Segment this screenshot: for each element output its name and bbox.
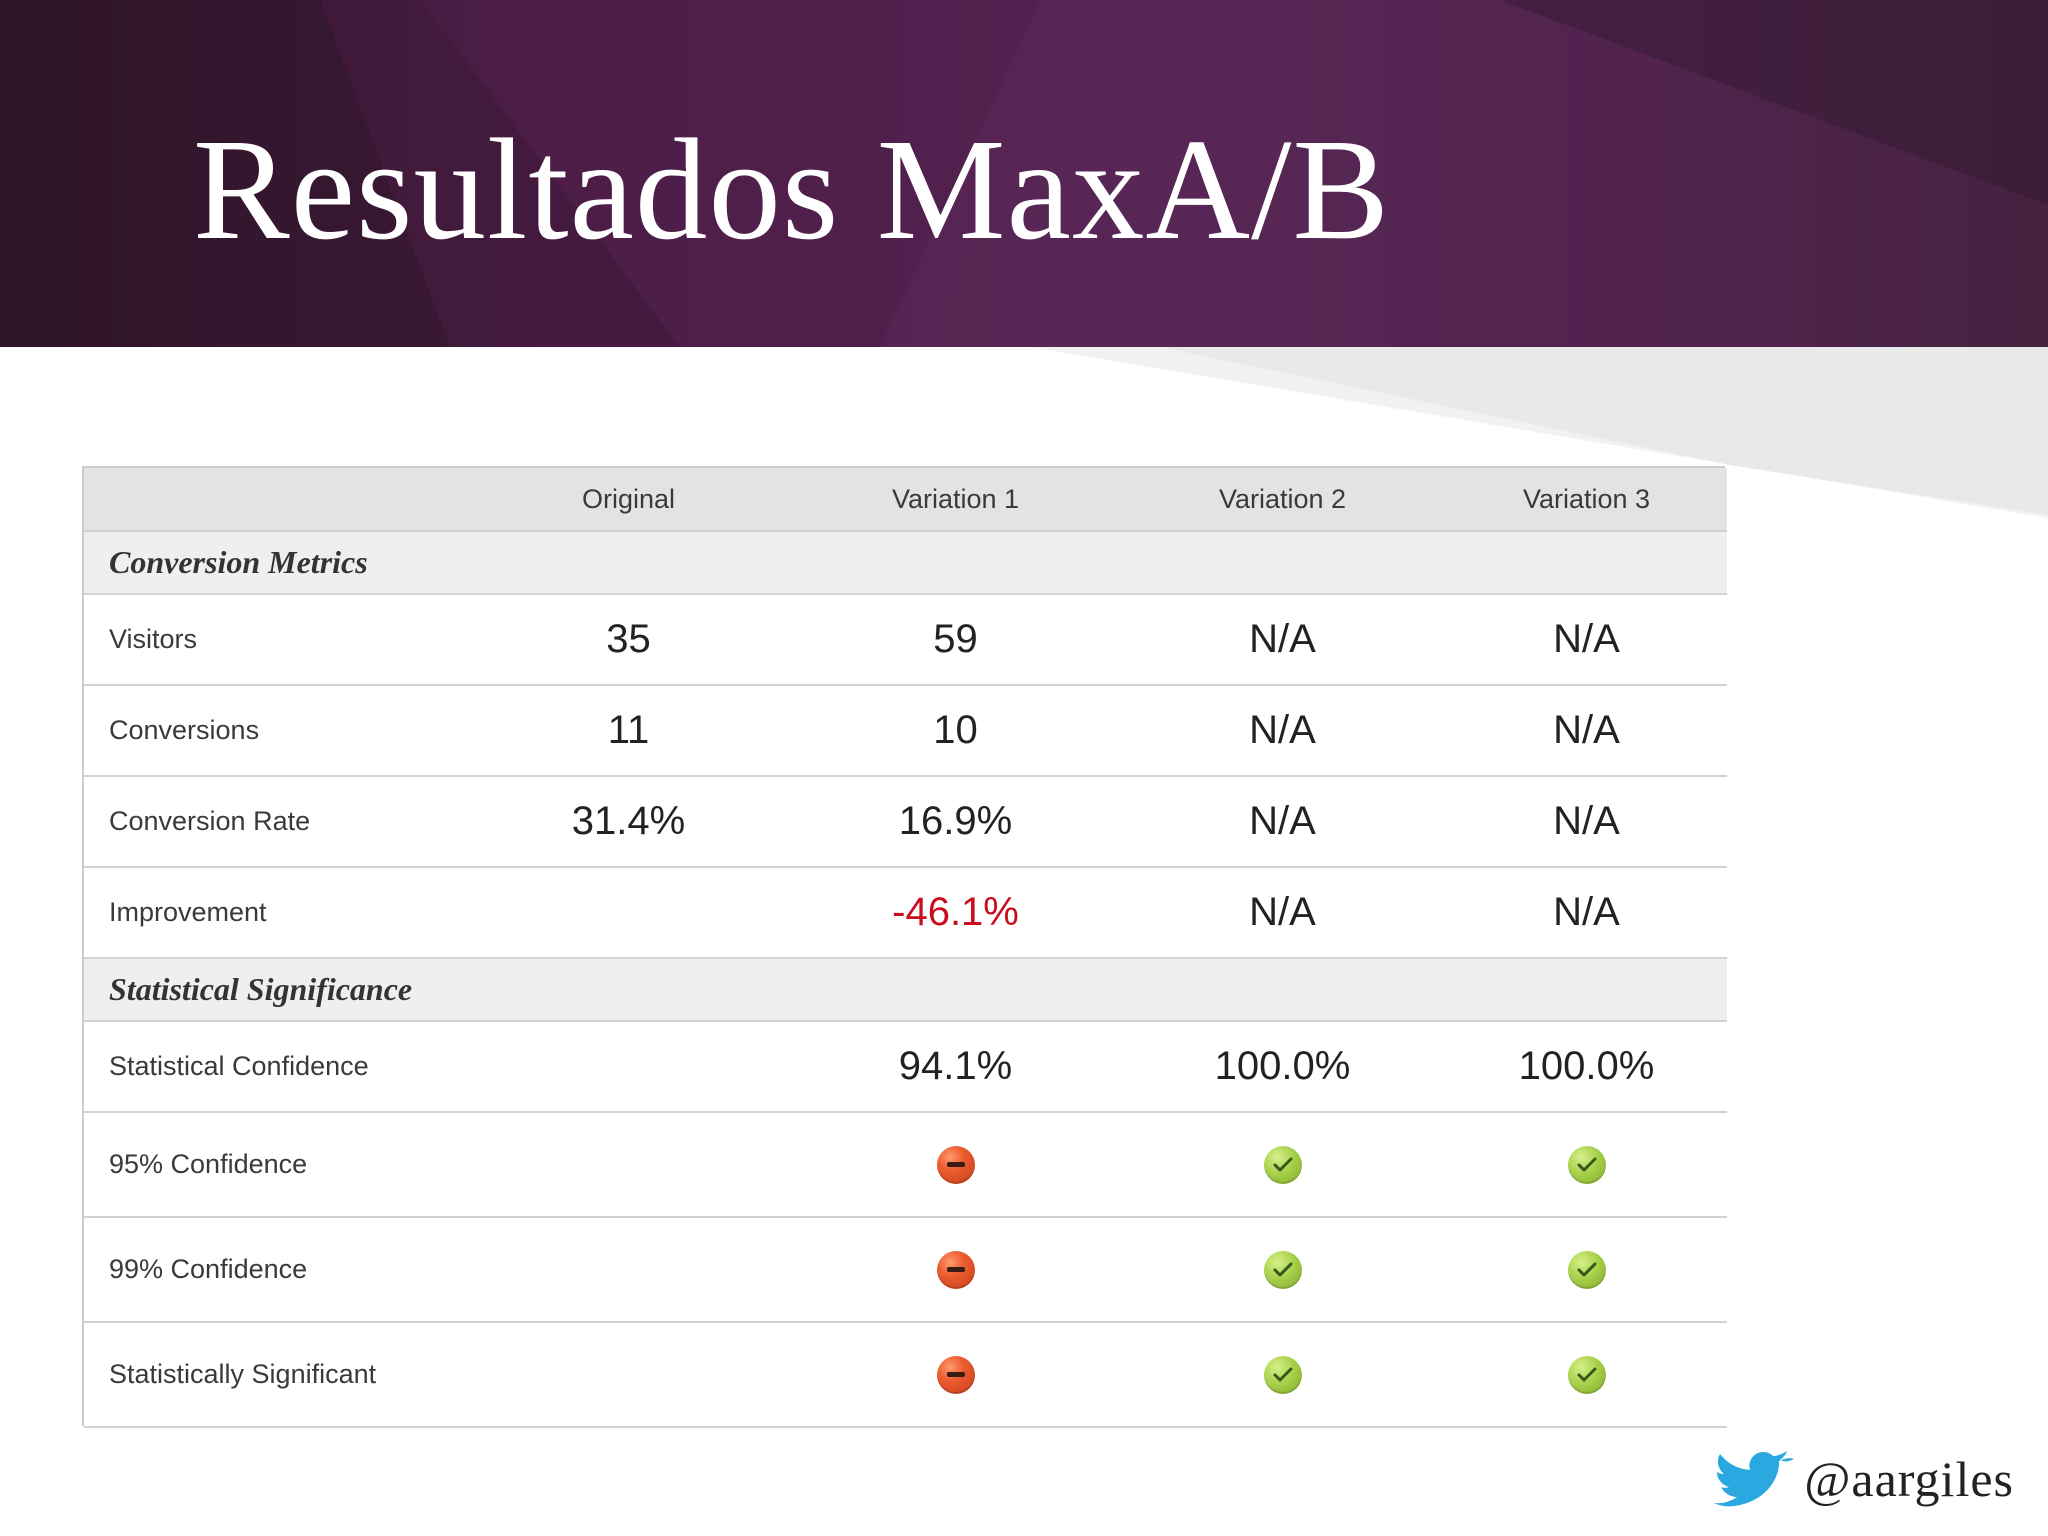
page-title: Resultados MaxA/B (193, 110, 1391, 270)
section-conversion-metrics: Conversion Metrics (84, 532, 1727, 595)
value-original: 31.4% (465, 777, 792, 868)
column-header-original: Original (465, 468, 792, 532)
row-label: 99% Confidence (84, 1218, 465, 1323)
value-variation-3: N/A (1446, 595, 1727, 686)
check-green-icon (1567, 1145, 1606, 1184)
row-label: Conversions (84, 686, 465, 777)
value-original (465, 1323, 792, 1428)
value-variation-2: N/A (1119, 777, 1446, 868)
value-variation-1 (792, 1113, 1119, 1218)
value-variation-1 (792, 1218, 1119, 1323)
value-variation-1: -46.1% (792, 868, 1119, 959)
value-original (465, 1022, 792, 1113)
value-variation-2: N/A (1119, 868, 1446, 959)
value-variation-3: 100.0% (1446, 1022, 1727, 1113)
check-green-icon (1263, 1355, 1302, 1394)
value-variation-2: N/A (1119, 595, 1446, 686)
value-variation-1 (792, 1323, 1119, 1428)
value-variation-1: 10 (792, 686, 1119, 777)
results-table: Original Variation 1 Variation 2 Variati… (82, 466, 1727, 1428)
row-label: Conversion Rate (84, 777, 465, 868)
check-green-icon (1567, 1355, 1606, 1394)
row-label: 95% Confidence (84, 1113, 465, 1218)
value-variation-3: N/A (1446, 686, 1727, 777)
value-variation-1: 16.9% (792, 777, 1119, 868)
header-decoration (0, 0, 2048, 347)
value-variation-1: 94.1% (792, 1022, 1119, 1113)
value-original: 35 (465, 595, 792, 686)
twitter-bird-icon (1714, 1451, 1795, 1507)
results-grid: Original Variation 1 Variation 2 Variati… (84, 468, 1727, 1428)
column-header-blank (84, 468, 465, 532)
check-green-icon (1263, 1145, 1302, 1184)
row-label: Improvement (84, 868, 465, 959)
value-original (465, 1113, 792, 1218)
check-green-icon (1263, 1250, 1302, 1289)
value-variation-2: 100.0% (1119, 1022, 1446, 1113)
minus-red-icon (936, 1145, 975, 1184)
value-original (465, 1218, 792, 1323)
minus-red-icon (936, 1355, 975, 1394)
column-header-variation-3: Variation 3 (1446, 468, 1727, 532)
value-variation-2 (1119, 1323, 1446, 1428)
value-variation-2 (1119, 1113, 1446, 1218)
minus-red-icon (936, 1250, 975, 1289)
value-variation-3 (1446, 1218, 1727, 1323)
twitter-handle-text: @aargiles (1804, 1451, 2014, 1507)
column-header-variation-2: Variation 2 (1119, 468, 1446, 532)
check-green-icon (1567, 1250, 1606, 1289)
value-variation-2: N/A (1119, 686, 1446, 777)
section-statistical-significance: Statistical Significance (84, 959, 1727, 1022)
twitter-handle: @aargiles (1714, 1450, 2014, 1508)
row-label: Statistical Confidence (84, 1022, 465, 1113)
value-original: 11 (465, 686, 792, 777)
column-header-variation-1: Variation 1 (792, 468, 1119, 532)
value-variation-2 (1119, 1218, 1446, 1323)
value-variation-3 (1446, 1323, 1727, 1428)
row-label: Visitors (84, 595, 465, 686)
value-variation-3: N/A (1446, 868, 1727, 959)
slide-header: Resultados MaxA/B (0, 0, 2048, 347)
value-original (465, 868, 792, 959)
row-label: Statistically Significant (84, 1323, 465, 1428)
value-variation-3 (1446, 1113, 1727, 1218)
value-variation-3: N/A (1446, 777, 1727, 868)
value-variation-1: 59 (792, 595, 1119, 686)
